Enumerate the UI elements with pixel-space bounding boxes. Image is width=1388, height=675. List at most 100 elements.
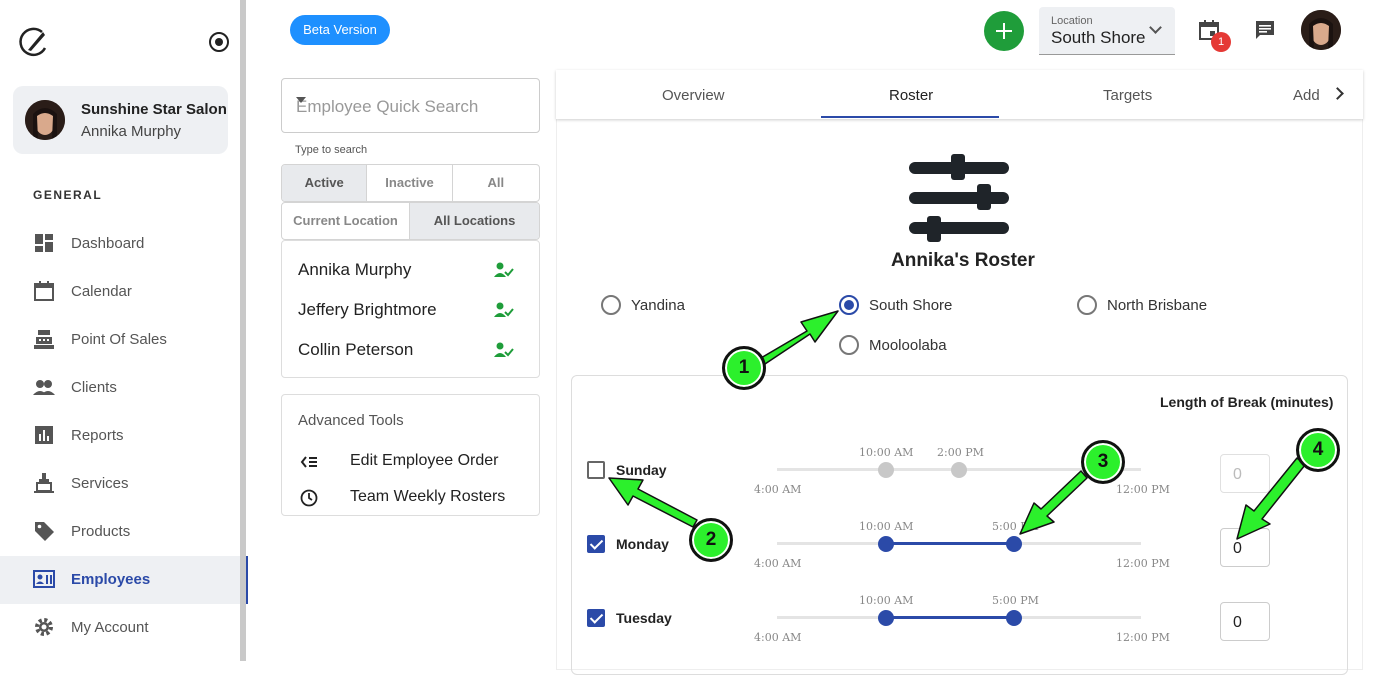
list-item[interactable]: Annika Murphy bbox=[298, 260, 412, 279]
start-handle[interactable] bbox=[878, 610, 894, 626]
range-min-label: 4:00 AM bbox=[754, 557, 802, 570]
sidebar-item-label: My Account bbox=[71, 619, 149, 636]
people-icon bbox=[33, 380, 55, 395]
sidebar-item-label: Calendar bbox=[71, 283, 132, 300]
selected-range bbox=[886, 468, 959, 471]
break-input[interactable]: 0 bbox=[1220, 602, 1270, 641]
radio-yandina[interactable] bbox=[601, 295, 621, 315]
location-filter: Current Location All Locations bbox=[281, 202, 540, 240]
sidebar-item-products[interactable]: Products bbox=[0, 508, 246, 556]
range-min-label: 4:00 AM bbox=[754, 631, 802, 644]
advanced-tools: Advanced Tools Edit Employee Order Team … bbox=[281, 394, 540, 516]
active-tab-indicator bbox=[821, 116, 999, 118]
sidebar-scrollbar[interactable] bbox=[240, 0, 246, 661]
chat-icon[interactable] bbox=[1254, 19, 1276, 41]
sidebar-item-dashboard[interactable]: Dashboard bbox=[0, 220, 246, 268]
radio-north-brisbane[interactable] bbox=[1077, 295, 1097, 315]
break-length-label: Length of Break (minutes) bbox=[1160, 394, 1334, 410]
user-avatar[interactable] bbox=[1301, 10, 1341, 50]
day-label: Tuesday bbox=[616, 610, 672, 626]
tab-add[interactable]: Add bbox=[1293, 87, 1320, 104]
day-label: Monday bbox=[616, 536, 669, 552]
person-check-icon bbox=[494, 262, 514, 277]
sidebar-item-my-account[interactable]: My Account bbox=[0, 604, 246, 652]
person-check-icon bbox=[494, 342, 514, 357]
notification-badge: 1 bbox=[1211, 32, 1231, 52]
filter-all[interactable]: All bbox=[487, 175, 505, 190]
location-select[interactable]: Location South Shore bbox=[1039, 7, 1175, 55]
sidebar-item-point-of-sales[interactable]: Point Of Sales bbox=[0, 316, 246, 364]
toggle-sidebar-icon[interactable] bbox=[209, 32, 229, 52]
add-button[interactable] bbox=[984, 11, 1024, 51]
location-value: South Shore bbox=[1051, 28, 1146, 47]
app-logo-icon[interactable] bbox=[18, 26, 48, 58]
sunday-checkbox[interactable] bbox=[587, 461, 605, 479]
salon-card[interactable]: Sunshine Star Salon Annika Murphy bbox=[13, 86, 228, 154]
calendar-icon bbox=[34, 281, 54, 301]
sidebar-item-label: Employees bbox=[71, 571, 151, 588]
end-time-label: 5:00 PM bbox=[992, 520, 1039, 533]
service-bell-icon bbox=[34, 473, 54, 493]
salon-name: Sunshine Star Salon bbox=[81, 101, 227, 118]
sidebar-item-services[interactable]: Services bbox=[0, 460, 246, 508]
end-handle[interactable] bbox=[1006, 610, 1022, 626]
tab-roster[interactable]: Roster bbox=[889, 87, 934, 104]
start-time-label: 10:00 AM bbox=[859, 594, 914, 607]
tab-targets[interactable]: Targets bbox=[1103, 87, 1153, 104]
range-min-label: 4:00 AM bbox=[754, 483, 802, 496]
sidebar-item-clients[interactable]: Clients bbox=[0, 364, 246, 412]
search-hint: Type to search bbox=[295, 144, 368, 156]
list-item[interactable]: Collin Peterson bbox=[298, 340, 414, 359]
status-filter: Active Inactive All bbox=[281, 164, 540, 202]
end-time-label: 2:00 PM bbox=[937, 446, 984, 459]
break-input[interactable]: 0 bbox=[1220, 454, 1270, 493]
employee-list: Annika Murphy Jeffery Brightmore Collin … bbox=[281, 240, 540, 378]
filter-current-location[interactable]: Current Location bbox=[282, 203, 410, 239]
sliders-icon bbox=[909, 154, 1009, 242]
selected-range bbox=[886, 616, 1014, 619]
calendar-notification-icon[interactable] bbox=[1198, 19, 1220, 41]
employee-badge-icon bbox=[33, 570, 55, 588]
tuesday-checkbox[interactable] bbox=[587, 609, 605, 627]
sidebar-item-label: Services bbox=[71, 475, 129, 492]
sidebar-item-label: Dashboard bbox=[71, 235, 145, 252]
filter-active[interactable]: Active bbox=[282, 165, 368, 201]
sidebar: Sunshine Star Salon Annika Murphy GENERA… bbox=[0, 0, 248, 661]
list-item[interactable]: Jeffery Brightmore bbox=[298, 300, 437, 319]
callout-2: 2 bbox=[689, 518, 733, 562]
monday-checkbox[interactable] bbox=[587, 535, 605, 553]
dropdown-caret-icon bbox=[296, 97, 306, 103]
sidebar-item-calendar[interactable]: Calendar bbox=[0, 268, 246, 316]
day-label: Sunday bbox=[616, 462, 667, 478]
radio-south-shore[interactable] bbox=[839, 295, 859, 315]
start-handle[interactable] bbox=[878, 536, 894, 552]
search-placeholder: Employee Quick Search bbox=[296, 97, 479, 116]
tab-bar: Overview Roster Targets Add bbox=[556, 70, 1363, 119]
start-handle[interactable] bbox=[878, 462, 894, 478]
chevron-down-icon bbox=[1149, 21, 1162, 34]
dashboard-icon bbox=[35, 234, 53, 252]
sidebar-item-reports[interactable]: Reports bbox=[0, 412, 246, 460]
section-title: GENERAL bbox=[33, 188, 103, 202]
sidebar-item-label: Clients bbox=[71, 379, 117, 396]
filter-all-locations[interactable]: All Locations bbox=[410, 203, 539, 239]
roster-title: Annika's Roster bbox=[891, 250, 1035, 271]
break-input[interactable]: 0 bbox=[1220, 528, 1270, 567]
tab-overview[interactable]: Overview bbox=[662, 87, 725, 104]
sidebar-item-employees[interactable]: Employees bbox=[0, 556, 248, 604]
filter-inactive[interactable]: Inactive bbox=[367, 165, 453, 201]
radio-mooloolaba[interactable] bbox=[839, 335, 859, 355]
radio-label: Mooloolaba bbox=[869, 337, 947, 354]
end-handle[interactable] bbox=[1006, 536, 1022, 552]
team-weekly-rosters-link[interactable]: Team Weekly Rosters bbox=[350, 488, 506, 505]
sidebar-item-label: Reports bbox=[71, 427, 124, 444]
person-check-icon bbox=[494, 302, 514, 317]
selected-range bbox=[886, 542, 1014, 545]
end-handle[interactable] bbox=[951, 462, 967, 478]
sidebar-item-label: Point Of Sales bbox=[71, 331, 167, 348]
avatar bbox=[25, 100, 65, 140]
employee-search-input[interactable]: Employee Quick Search bbox=[281, 78, 540, 133]
bar-chart-icon bbox=[35, 426, 53, 444]
callout-4: 4 bbox=[1296, 428, 1340, 472]
edit-employee-order-link[interactable]: Edit Employee Order bbox=[350, 452, 499, 469]
